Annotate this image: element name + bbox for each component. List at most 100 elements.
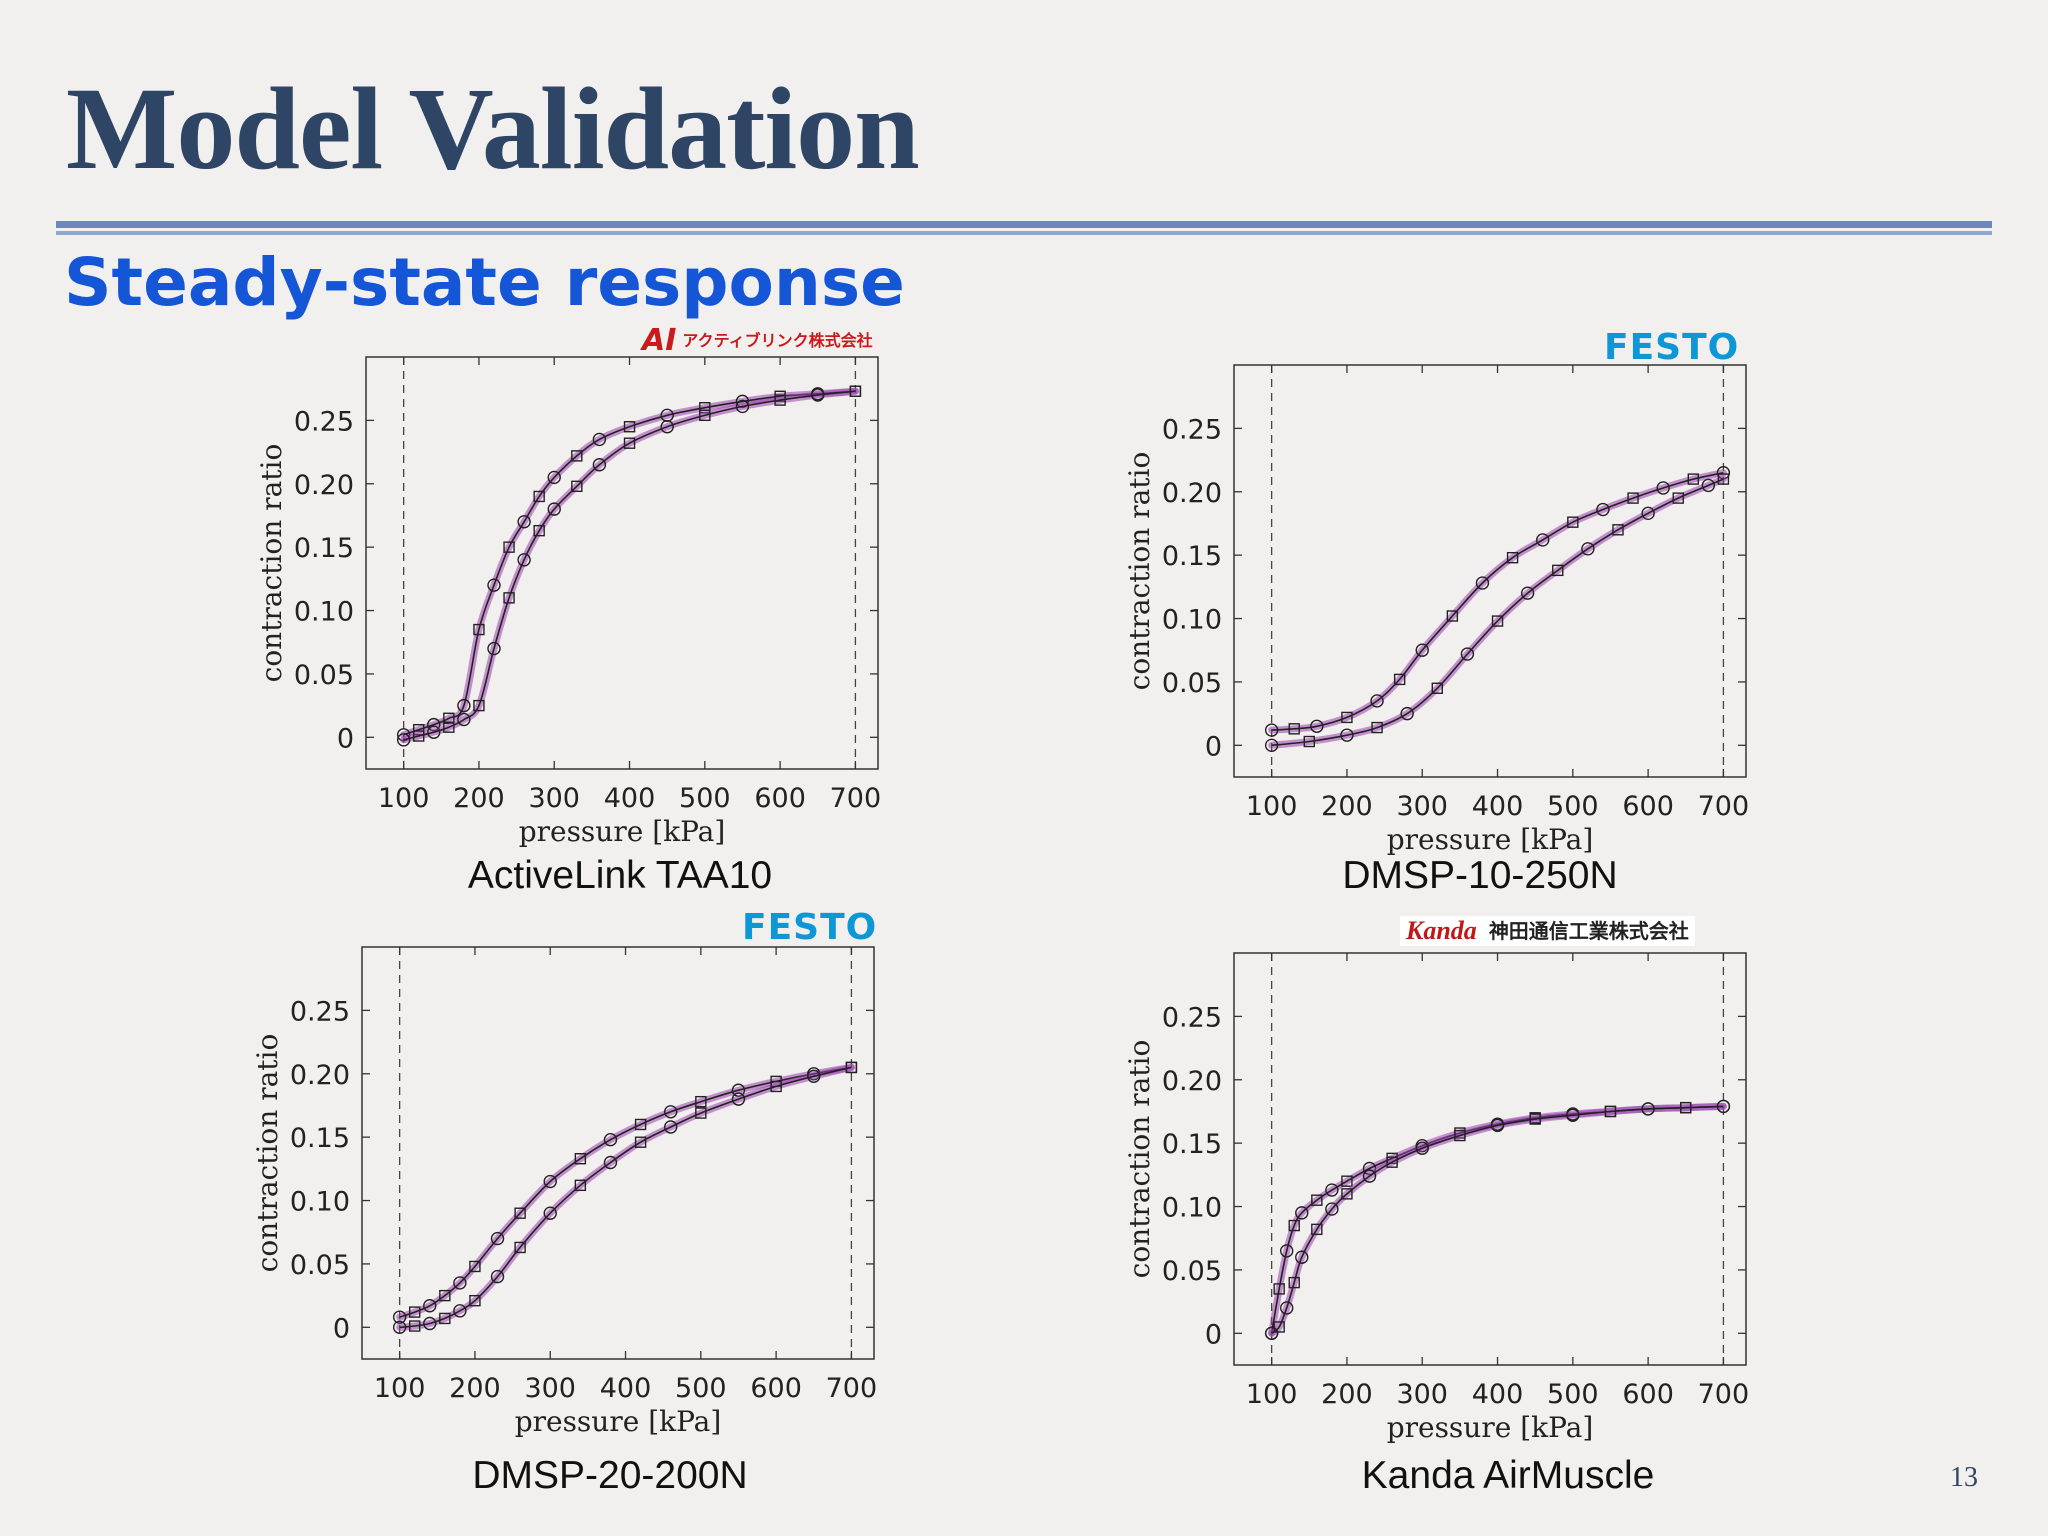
data-point [514, 1241, 526, 1254]
marker-square [571, 450, 583, 462]
marker-square [409, 1306, 421, 1318]
marker-square [439, 1289, 451, 1302]
data-point [1280, 1244, 1294, 1258]
x-tick-label: 200 [1321, 791, 1373, 822]
data-point [1701, 478, 1716, 493]
data-point [517, 515, 531, 529]
x-tick-label: 100 [374, 1373, 426, 1404]
marker-circle [1295, 1250, 1309, 1264]
data-point [695, 1107, 707, 1119]
data-point [514, 1207, 526, 1219]
simulation-band-1 [396, 1063, 855, 1331]
marker-circle [1475, 576, 1490, 590]
marker-square [770, 1080, 782, 1093]
data-point [1288, 1276, 1300, 1289]
data-point [469, 1260, 481, 1273]
data-point [547, 470, 561, 485]
marker-circle [1280, 1301, 1294, 1315]
data-point [1536, 533, 1550, 547]
data-point [1431, 682, 1443, 694]
y-tick-label: 0.25 [1162, 1002, 1222, 1033]
simulation-band-1 [1268, 475, 1727, 749]
data-point [1716, 1099, 1731, 1114]
series-line-0 [399, 1066, 852, 1318]
data-point [1566, 1108, 1580, 1122]
festo-logo-bottom: FESTO [742, 907, 878, 948]
marker-circle [1581, 542, 1595, 556]
marker-circle [517, 553, 531, 567]
data-point [423, 1299, 437, 1313]
x-tick-label: 100 [1246, 1379, 1298, 1410]
marker-square [1506, 551, 1519, 564]
simulation-band-1 [1268, 1102, 1727, 1337]
plot-frame [365, 356, 879, 770]
data-point [490, 1269, 505, 1284]
data-point [574, 1179, 587, 1192]
data-point [774, 394, 786, 406]
plot-frame [1233, 364, 1747, 778]
marker-circle [603, 1155, 618, 1170]
plot-frame [1233, 952, 1747, 1366]
kanda-logo: Kanda 神田通信工業株式会社 [1400, 916, 1695, 946]
data-point [409, 1320, 421, 1332]
y-tick-label: 0 [1205, 731, 1222, 762]
x-tick-label: 400 [1472, 1379, 1524, 1410]
data-point [533, 490, 545, 503]
y-tick-label: 0.15 [290, 1123, 350, 1154]
data-point [1529, 1113, 1541, 1125]
y-tick-label: 0 [337, 723, 354, 754]
data-point [1454, 1129, 1466, 1142]
data-point [503, 592, 515, 604]
slide-title: Model Validation [66, 63, 920, 194]
data-point [1264, 1326, 1279, 1341]
data-point [1641, 1102, 1655, 1116]
marker-circle [490, 1269, 505, 1284]
data-point [413, 730, 425, 742]
marker-square [695, 1095, 707, 1108]
activelink-logo-text: アクティブリンク株式会社 [682, 331, 873, 350]
data-point [1295, 1206, 1309, 1220]
marker-circle [427, 725, 441, 739]
marker-circle [392, 1320, 407, 1335]
y-tick-label: 0.25 [1162, 414, 1222, 445]
marker-square [574, 1179, 587, 1192]
marker-circle [543, 1174, 557, 1189]
marker-square [1341, 711, 1353, 724]
data-point [1415, 643, 1429, 657]
data-point [1415, 1141, 1429, 1155]
data-point [1400, 706, 1414, 721]
marker-square [1371, 721, 1383, 734]
data-point [770, 1080, 782, 1093]
marker-square [1529, 1113, 1541, 1125]
data-point [547, 502, 561, 516]
data-point [603, 1132, 618, 1147]
marker-square [571, 480, 583, 493]
data-point [623, 421, 636, 433]
marker-circle [423, 1316, 437, 1331]
marker-circle [731, 1092, 746, 1106]
marker-circle [517, 515, 531, 529]
x-axis-label: pressure [kPa] [519, 815, 726, 848]
data-point [660, 420, 674, 434]
data-point [439, 1312, 451, 1325]
data-point [1310, 719, 1324, 733]
data-point [487, 578, 501, 592]
chart-dmsp-20: 100 200 300 400 500 600 700 0 0.05 0.10 0.15 0.20 0.… [251, 946, 877, 1438]
data-point [807, 1069, 821, 1084]
y-tick-label: 0.20 [1162, 478, 1222, 509]
chart-caption-3: DMSP-20-200N [472, 1454, 748, 1497]
chart-dmsp-10: 100 200 300 400 500 600 700 0 0.05 0.10 0.15 0.20 0.… [1123, 364, 1749, 856]
y-axis-label: contraction ratio [1123, 1040, 1156, 1279]
marker-square [774, 394, 786, 406]
marker-circle [1641, 1102, 1655, 1116]
marker-circle [1325, 1183, 1339, 1197]
y-tick-label: 0.05 [1162, 1256, 1222, 1287]
marker-circle [1264, 1326, 1279, 1341]
marker-square [634, 1118, 647, 1131]
marker-circle [1701, 478, 1716, 493]
marker-circle [1596, 502, 1610, 517]
data-point [490, 1231, 505, 1246]
marker-square [1341, 1175, 1353, 1187]
x-tick-label: 300 [1396, 791, 1448, 822]
y-tick-label: 0.05 [1162, 668, 1222, 699]
